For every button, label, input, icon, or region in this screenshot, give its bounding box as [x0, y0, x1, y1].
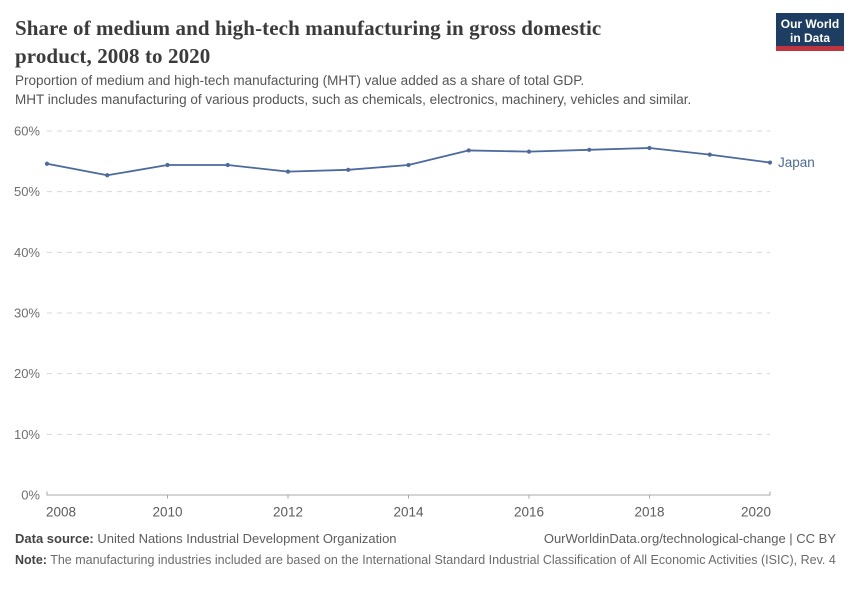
series-label-japan[interactable]: Japan — [778, 155, 815, 170]
note-label: Note: — [15, 553, 47, 567]
owid-logo[interactable]: Our World in Data — [776, 13, 844, 51]
chart-title: Share of medium and high-tech manufactur… — [15, 16, 602, 68]
data-point-2009[interactable] — [105, 173, 110, 178]
y-axis-label-10: 10% — [14, 427, 40, 442]
data-point-2020[interactable] — [767, 160, 773, 165]
data-point-2012[interactable] — [285, 169, 291, 174]
y-axis-label-30: 30% — [14, 306, 40, 321]
x-axis-label-2012: 2012 — [273, 505, 303, 520]
y-axis-label-50: 50% — [14, 184, 40, 199]
y-axis-label-20: 20% — [14, 366, 40, 381]
series-japan[interactable]: Japan — [44, 145, 815, 178]
x-axis-label-2018: 2018 — [634, 505, 664, 520]
data-source-label: Data source: — [15, 531, 94, 546]
data-point-2010[interactable] — [165, 162, 170, 168]
footer-row: Data source: United Nations Industrial D… — [15, 531, 836, 546]
owid-logo-line1: Our World — [780, 17, 840, 31]
x-axis-label-2014: 2014 — [393, 505, 424, 520]
data-point-2017[interactable] — [587, 147, 592, 152]
subtitle-line2: MHT includes manufacturing of various pr… — [15, 92, 692, 107]
owid-logo-line2: in Data — [789, 31, 830, 45]
y-axis-label-60: 60% — [14, 124, 40, 139]
data-point-2014[interactable] — [406, 162, 411, 168]
data-point-2013[interactable] — [346, 167, 351, 172]
chart-footer: Data source: United Nations Industrial D… — [15, 531, 836, 569]
note: Note: The manufacturing industries inclu… — [15, 552, 836, 569]
series-path-japan[interactable] — [46, 147, 771, 177]
data-source-value: United Nations Industrial Development Or… — [97, 531, 397, 546]
x-axis-label-2008: 2008 — [46, 505, 76, 520]
chart-canvas[interactable]: 0% 10% 20% 30% 40% 50% 60% 2008 2010 2012 2014 2016… — [0, 118, 850, 520]
data-point-2016[interactable] — [526, 149, 532, 154]
x-axis-line — [46, 491, 771, 496]
x-axis-label-2010: 2010 — [152, 505, 182, 520]
credit-link[interactable]: OurWorldinData.org/technological-change … — [543, 531, 836, 546]
data-point-2018[interactable] — [647, 145, 652, 151]
data-point-2008[interactable] — [44, 161, 50, 166]
note-value: The manufacturing industries included ar… — [50, 553, 836, 567]
x-axis-label-2020: 2020 — [741, 505, 771, 520]
y-axis-label-0: 0% — [21, 488, 40, 503]
y-axis-label-40: 40% — [14, 245, 40, 260]
data-source: Data source: United Nations Industrial D… — [15, 531, 397, 546]
data-point-2019[interactable] — [707, 152, 712, 157]
subtitle-line1: Proportion of medium and high-tech manuf… — [15, 73, 585, 88]
chart-subtitle: Proportion of medium and high-tech manuf… — [15, 71, 815, 109]
x-axis-label-2016: 2016 — [514, 505, 544, 520]
data-point-2015[interactable] — [466, 148, 471, 153]
data-point-2011[interactable] — [225, 162, 230, 168]
